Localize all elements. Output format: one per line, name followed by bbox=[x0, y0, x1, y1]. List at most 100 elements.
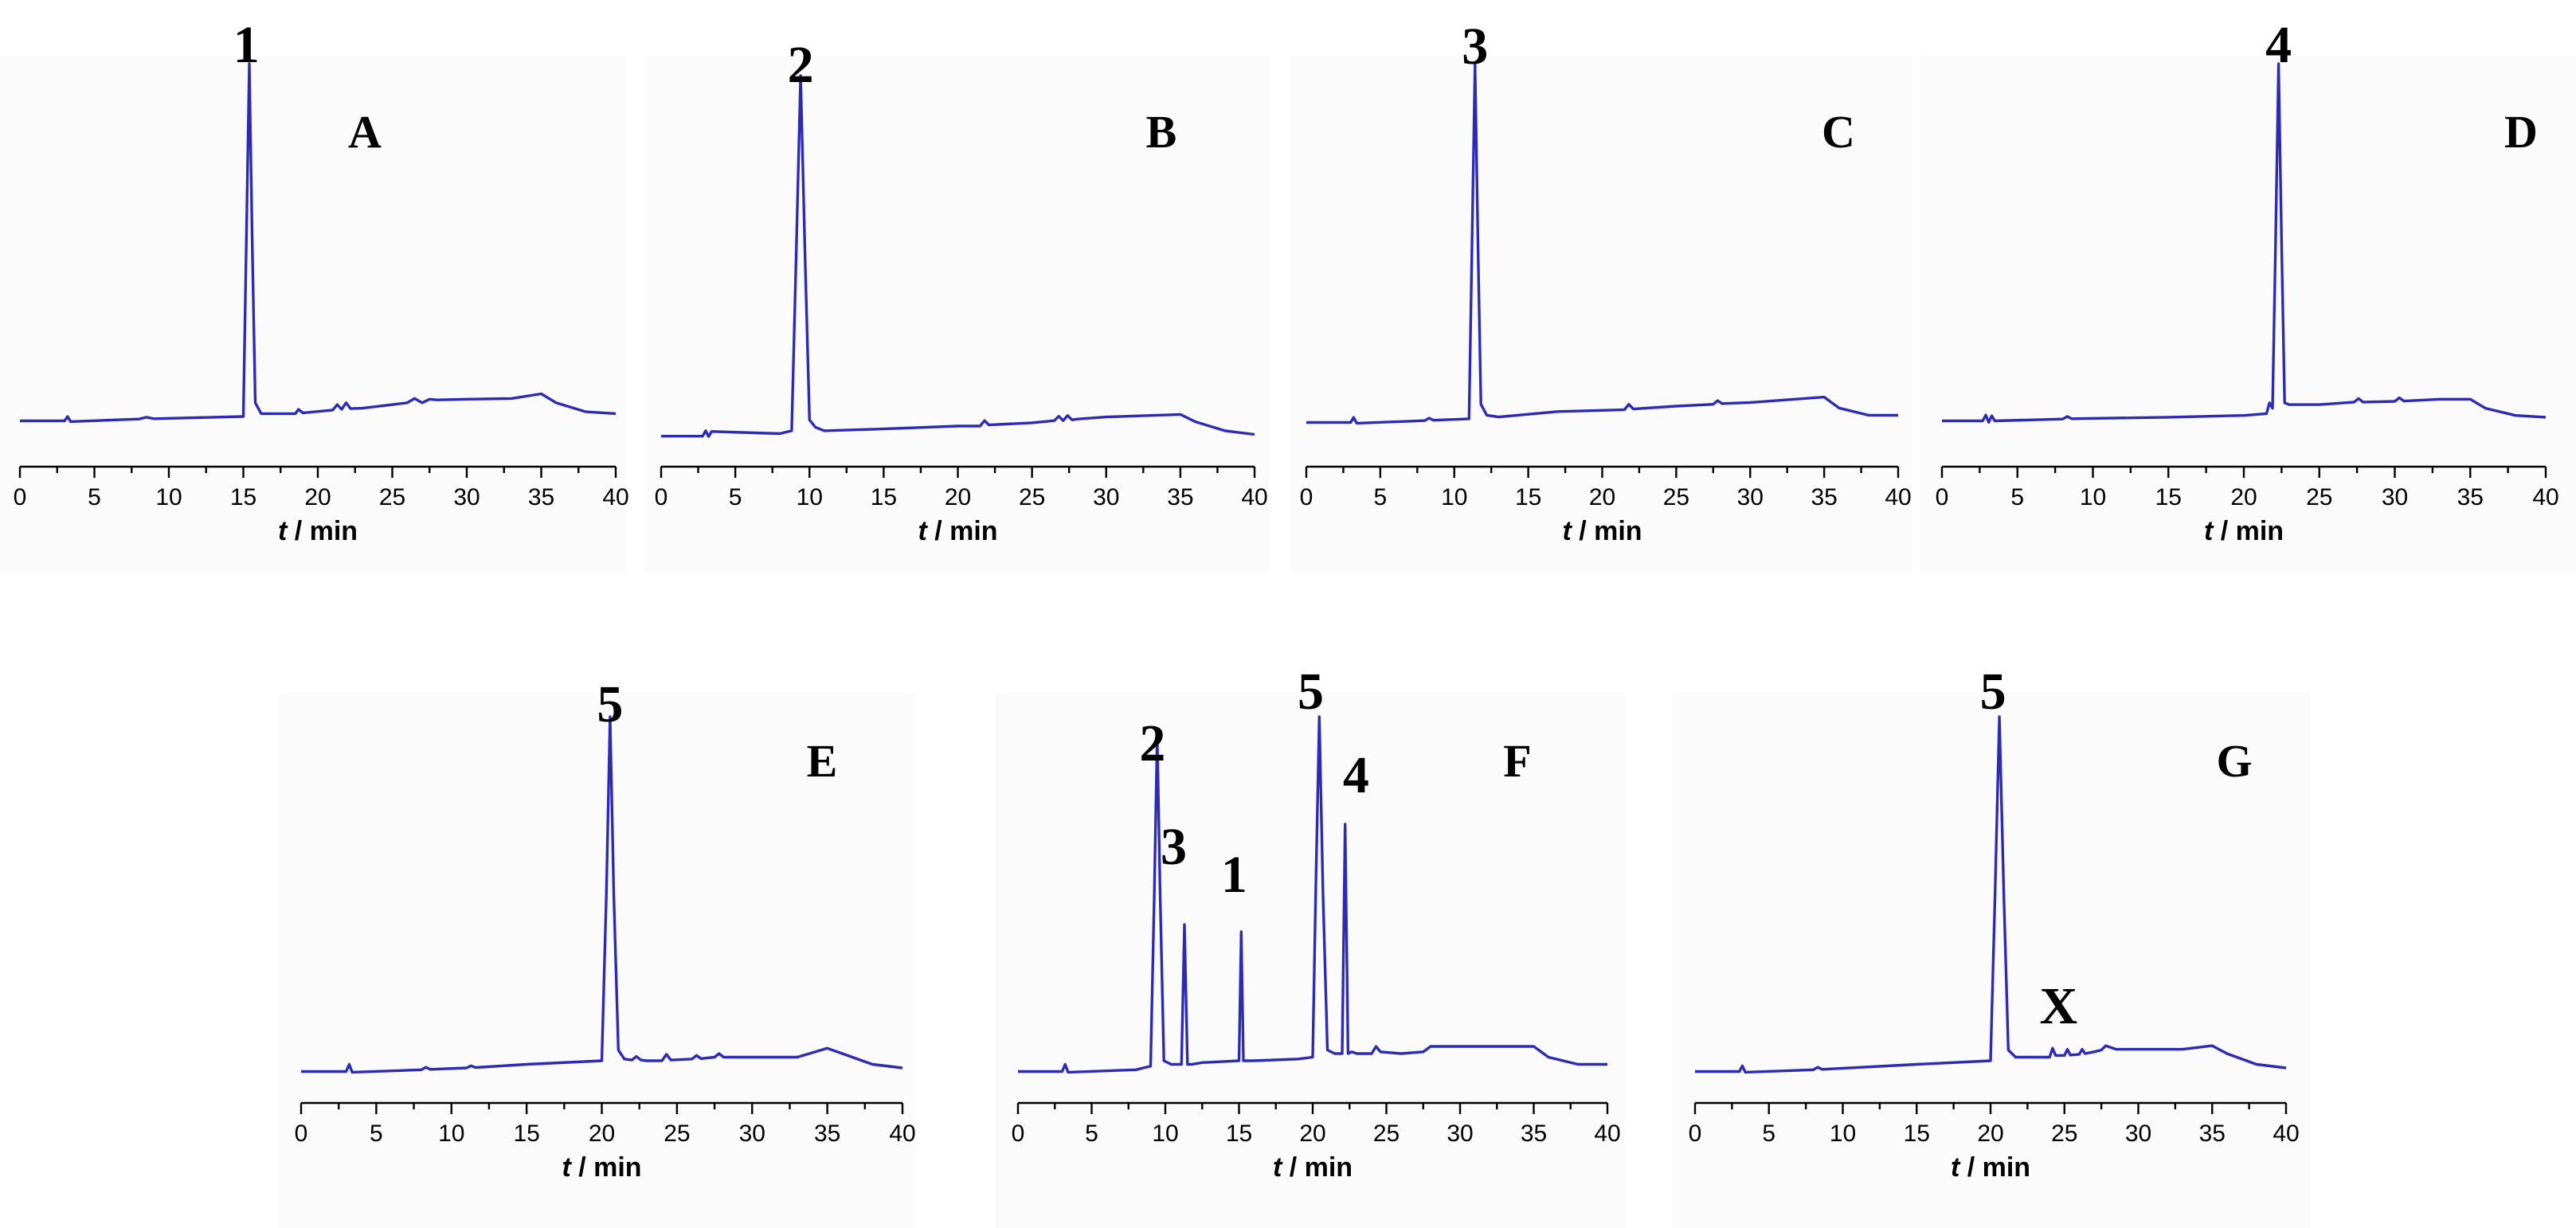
peak-label-f: 1 bbox=[1221, 846, 1247, 904]
x-axis-title-f: t / min bbox=[1273, 1152, 1353, 1183]
panel-background-d bbox=[1920, 56, 2576, 573]
x-tick-label-a: 0 bbox=[14, 484, 27, 510]
x-tick-label-f: 15 bbox=[1226, 1120, 1252, 1147]
x-axis-title-unit: / min bbox=[287, 516, 358, 546]
x-tick-label-e: 20 bbox=[589, 1120, 615, 1147]
x-tick-label-e: 0 bbox=[295, 1120, 308, 1147]
x-tick-label-d: 30 bbox=[2382, 484, 2408, 510]
x-tick-label-a: 40 bbox=[602, 484, 628, 510]
chart-panel-e: 0 5 10 15 20 25 30 35 40 t / min E 5 bbox=[279, 675, 916, 1228]
x-tick-label-f: 25 bbox=[1373, 1120, 1400, 1147]
x-axis-title-unit: / min bbox=[2213, 516, 2284, 546]
x-tick-label-e: 35 bbox=[814, 1120, 840, 1147]
chart-panel-b: 0 5 10 15 20 25 30 35 40 t / min B 2 bbox=[644, 36, 1269, 573]
peak-label-b: 2 bbox=[788, 36, 814, 94]
x-tick-label-g: 20 bbox=[1977, 1120, 2003, 1147]
x-axis-title-c: t / min bbox=[1562, 516, 1642, 546]
panel-letter-d: D bbox=[2504, 106, 2538, 158]
chromatogram-trace-c bbox=[1306, 62, 1898, 425]
x-tick-label-d: 25 bbox=[2306, 484, 2332, 510]
x-tick-label-c: 5 bbox=[1374, 484, 1388, 510]
x-axis-title-b: t / min bbox=[918, 516, 997, 546]
x-tick-label-a: 15 bbox=[230, 484, 256, 510]
x-axis-title-unit: / min bbox=[1959, 1152, 2030, 1183]
x-tick-label-f: 30 bbox=[1447, 1120, 1473, 1147]
x-tick-label-a: 35 bbox=[528, 484, 554, 510]
x-axis-title-unit: / min bbox=[571, 1152, 642, 1183]
chromatogram-trace-f bbox=[1018, 715, 1607, 1074]
panel-background-b bbox=[644, 56, 1269, 573]
x-tick-label-c: 40 bbox=[1885, 484, 1911, 510]
x-axis-title-variable: t bbox=[2204, 516, 2214, 546]
peak-label-f: 2 bbox=[1139, 714, 1165, 772]
peak-label-a: 1 bbox=[233, 16, 260, 74]
x-tick-label-b: 0 bbox=[655, 484, 668, 510]
x-tick-label-f: 35 bbox=[1521, 1120, 1547, 1147]
x-axis-title-a: t / min bbox=[278, 516, 358, 546]
x-tick-label-b: 5 bbox=[729, 484, 742, 510]
x-tick-label-a: 30 bbox=[453, 484, 480, 510]
x-tick-label-g: 15 bbox=[1904, 1120, 1930, 1147]
x-axis-title-variable: t bbox=[1951, 1152, 1961, 1183]
x-tick-label-b: 10 bbox=[797, 484, 823, 510]
x-tick-label-c: 30 bbox=[1737, 484, 1764, 510]
panel-letter-a: A bbox=[348, 106, 382, 158]
x-tick-label-b: 25 bbox=[1019, 484, 1045, 510]
x-axis-title-variable: t bbox=[562, 1152, 572, 1183]
panel-letter-c: C bbox=[1822, 106, 1855, 158]
chart-panel-d: 0 5 10 15 20 25 30 35 40 t / min D 4 bbox=[1920, 16, 2576, 573]
x-tick-label-d: 15 bbox=[2155, 484, 2182, 510]
x-tick-label-e: 30 bbox=[739, 1120, 765, 1147]
x-tick-label-e: 15 bbox=[513, 1120, 539, 1147]
chromatogram-trace-a bbox=[20, 62, 617, 424]
peak-label-c: 3 bbox=[1462, 18, 1488, 76]
x-tick-label-c: 15 bbox=[1515, 484, 1541, 510]
panel-letter-b: B bbox=[1146, 106, 1177, 158]
chart-panel-a: 0 5 10 15 20 25 30 35 40 t / min A 1 bbox=[0, 16, 629, 573]
panel-background-c bbox=[1290, 56, 1912, 573]
panel-letter-e: E bbox=[807, 735, 838, 787]
x-tick-label-c: 25 bbox=[1663, 484, 1689, 510]
panel-letter-g: G bbox=[2216, 735, 2252, 787]
x-axis-title-d: t / min bbox=[2204, 516, 2284, 546]
chromatogram-trace-b bbox=[661, 74, 1255, 438]
x-tick-label-a: 10 bbox=[155, 484, 182, 510]
x-tick-label-g: 35 bbox=[2199, 1120, 2226, 1147]
peak-label-f: 3 bbox=[1161, 818, 1187, 876]
x-tick-label-g: 25 bbox=[2051, 1120, 2077, 1147]
x-tick-label-g: 0 bbox=[1689, 1120, 1702, 1147]
chart-panel-c: 0 5 10 15 20 25 30 35 40 t / min C 3 bbox=[1290, 18, 1912, 573]
x-axis-title-variable: t bbox=[1273, 1152, 1283, 1183]
x-tick-label-g: 30 bbox=[2125, 1120, 2151, 1147]
x-axis-title-unit: / min bbox=[927, 516, 998, 546]
x-tick-label-e: 40 bbox=[889, 1120, 915, 1147]
x-tick-label-d: 35 bbox=[2457, 484, 2484, 510]
panel-background-f bbox=[996, 693, 1625, 1228]
x-tick-label-b: 30 bbox=[1093, 484, 1119, 510]
x-tick-label-d: 40 bbox=[2532, 484, 2558, 510]
panel-background-e bbox=[279, 693, 916, 1228]
x-tick-label-a: 20 bbox=[304, 484, 331, 510]
panel-background-a bbox=[0, 56, 625, 573]
x-tick-label-d: 5 bbox=[2010, 484, 2024, 510]
x-axis-title-variable: t bbox=[278, 516, 288, 546]
x-tick-label-b: 40 bbox=[1241, 484, 1267, 510]
peak-label-g: 5 bbox=[1980, 663, 2006, 721]
x-tick-label-f: 20 bbox=[1299, 1120, 1325, 1147]
x-tick-label-c: 35 bbox=[1811, 484, 1837, 510]
panel-letter-f: F bbox=[1503, 735, 1531, 787]
x-tick-label-f: 10 bbox=[1152, 1120, 1178, 1147]
peak-label-f: 5 bbox=[1298, 663, 1324, 721]
x-axis-title-variable: t bbox=[1562, 516, 1572, 546]
peak-label-g: X bbox=[2039, 977, 2077, 1035]
chromatogram-trace-d bbox=[1942, 62, 2547, 424]
x-tick-label-g: 10 bbox=[1830, 1120, 1856, 1147]
x-tick-label-b: 35 bbox=[1167, 484, 1193, 510]
x-tick-label-e: 25 bbox=[664, 1120, 690, 1147]
x-tick-label-c: 20 bbox=[1589, 484, 1615, 510]
x-tick-label-d: 20 bbox=[2230, 484, 2257, 510]
x-tick-label-f: 0 bbox=[1012, 1120, 1025, 1147]
x-tick-label-c: 0 bbox=[1300, 484, 1313, 510]
x-tick-label-d: 10 bbox=[2080, 484, 2106, 510]
